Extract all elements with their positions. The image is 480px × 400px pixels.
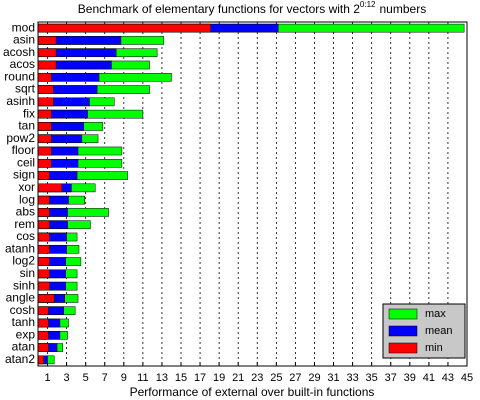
- chart-title: Benchmark of elementary functions for ve…: [78, 0, 426, 16]
- bar: [37, 72, 52, 82]
- bar: [37, 220, 50, 230]
- bar: [37, 48, 57, 58]
- y-tick-label: ceil: [17, 155, 35, 169]
- y-tick-label: acos: [10, 57, 35, 71]
- bar: [37, 294, 55, 303]
- bar: [37, 232, 50, 242]
- bar: [37, 183, 63, 193]
- y-tick-label: atan: [12, 340, 35, 354]
- x-tick-label: 45: [461, 372, 473, 384]
- bar: [37, 171, 50, 180]
- x-tick-label: 11: [137, 372, 148, 384]
- x-tick-label: 5: [83, 372, 89, 384]
- x-tick-label: 9: [121, 372, 127, 384]
- bar: [37, 36, 57, 45]
- bar: [37, 97, 54, 107]
- y-tick-label: sqrt: [15, 82, 36, 96]
- bar: [37, 23, 211, 33]
- x-tick-label: 33: [346, 372, 358, 384]
- y-tick-label: tan: [18, 119, 35, 133]
- bar: [37, 134, 52, 144]
- x-tick-label: 27: [289, 372, 301, 384]
- bar: [37, 195, 50, 205]
- y-tick-label: rem: [14, 217, 35, 231]
- y-tick-label: tanh: [12, 315, 35, 329]
- bar: [37, 343, 49, 352]
- bar: [37, 269, 50, 279]
- y-tick-label: cos: [16, 229, 35, 243]
- legend-swatch: [388, 342, 418, 354]
- y-tick-label: asinh: [6, 94, 35, 108]
- x-tick-label: 1: [44, 372, 50, 384]
- bar: [37, 355, 44, 365]
- y-tick-label: log: [19, 192, 35, 206]
- x-tick-label: 3: [64, 372, 70, 384]
- legend-label: max: [425, 308, 446, 320]
- x-tick-label: 35: [366, 372, 378, 384]
- y-tick-label: log2: [12, 254, 35, 268]
- y-tick-label: abs: [16, 205, 35, 219]
- x-tick-label: 13: [156, 372, 168, 384]
- x-tick-label: 37: [385, 372, 397, 384]
- x-tick-label: 39: [404, 372, 416, 384]
- x-tick-label: 25: [270, 372, 282, 384]
- legend-swatch: [388, 325, 418, 337]
- bar: [37, 158, 52, 168]
- y-tick-label: fix: [23, 106, 35, 120]
- bar: [37, 122, 52, 131]
- y-tick-label: exp: [16, 327, 36, 341]
- y-tick-label: asin: [13, 33, 35, 47]
- y-tick-label: cosh: [10, 303, 35, 317]
- x-tick-label: 29: [308, 372, 320, 384]
- y-tick-label: atan2: [5, 352, 35, 366]
- y-tick-label: acosh: [3, 45, 35, 59]
- y-tick-label: sinh: [13, 278, 35, 292]
- bar: [37, 85, 54, 94]
- x-tick-label: 7: [102, 372, 108, 384]
- x-tick-label: 41: [423, 372, 435, 384]
- legend-swatch: [388, 308, 418, 320]
- bar: [37, 318, 49, 328]
- bar: [37, 109, 52, 119]
- y-tick-label: pow2: [6, 131, 35, 145]
- x-tick-label: 31: [327, 372, 339, 384]
- x-tick-label: 15: [175, 372, 187, 384]
- y-tick-label: sign: [13, 168, 35, 182]
- y-tick-label: angle: [6, 291, 36, 305]
- x-axis-label: Performance of external over built-in fu…: [130, 385, 375, 399]
- bar: [37, 60, 57, 70]
- bar: [37, 330, 49, 340]
- y-tick-label: sin: [20, 266, 35, 280]
- x-tick-label: 23: [251, 372, 263, 384]
- y-tick-label: atanh: [5, 241, 35, 255]
- x-tick-label: 21: [232, 372, 244, 384]
- bar: [37, 146, 52, 156]
- x-tick-label: 17: [194, 372, 206, 384]
- bar: [37, 281, 50, 291]
- legend-label: min: [425, 342, 443, 354]
- plot-frame: [37, 21, 468, 367]
- y-tick-label: mod: [12, 20, 35, 34]
- bar: [37, 208, 50, 217]
- y-tick-label: floor: [12, 143, 35, 157]
- y-tick-label: xor: [18, 180, 35, 194]
- legend-label: mean: [425, 325, 453, 337]
- bar: [37, 244, 50, 254]
- bar: [37, 306, 49, 316]
- x-tick-label: 19: [213, 372, 225, 384]
- y-tick-label: round: [4, 69, 35, 83]
- bar: [37, 257, 50, 266]
- x-tick-label: 43: [442, 372, 454, 384]
